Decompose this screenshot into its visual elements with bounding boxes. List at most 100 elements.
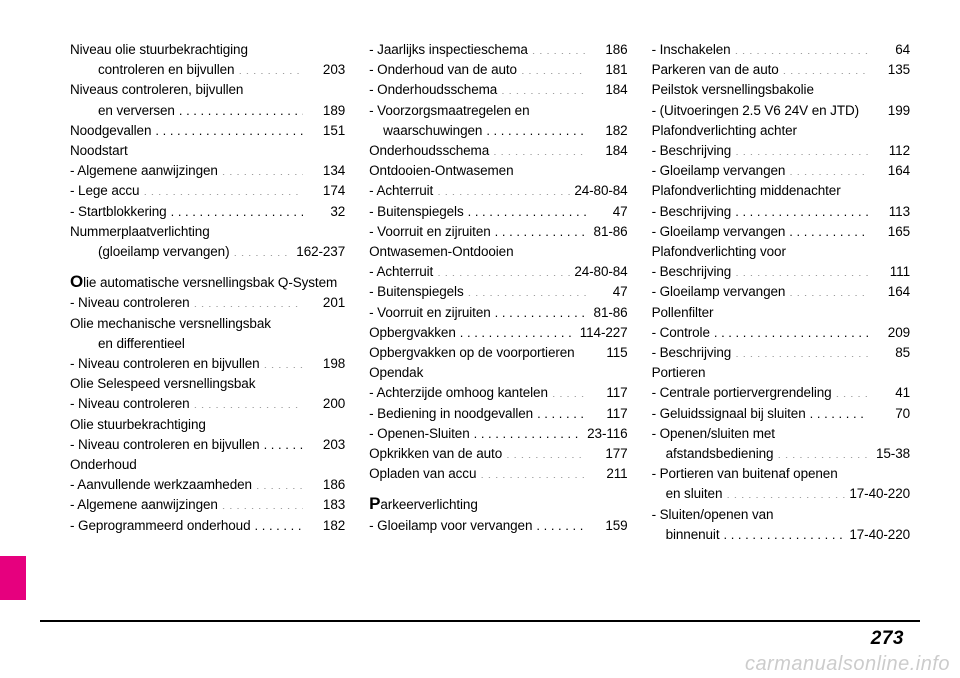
leader-dots (845, 182, 906, 196)
index-column-3: - Inschakelen64Parkeren van de auto135Pe… (652, 40, 910, 545)
index-entry-label: - Openen/sluiten met (652, 424, 775, 444)
index-entry-label: Nummerplaatverlichting (70, 222, 210, 242)
leader-dots (437, 182, 570, 196)
index-entry-label: Opbergvakken (369, 323, 456, 343)
index-entry-label: - Gloeilamp voor vervangen (369, 516, 532, 536)
index-entry-page: 174 (307, 181, 345, 201)
index-entry: Portieren (652, 363, 910, 383)
index-entry-page: 209 (872, 323, 910, 343)
index-entry-label: - Onderhoud van de auto (369, 60, 517, 80)
index-entry: - Voorruit en zijruiten81-86 (369, 303, 627, 323)
index-entry-label: - Buitenspiegels (369, 282, 463, 302)
index-entry-label: en sluiten (666, 484, 723, 504)
leader-dots (194, 395, 304, 409)
leader-dots (486, 121, 585, 135)
index-entry-page: 203 (307, 435, 345, 455)
leader-dots (222, 162, 303, 176)
leader-dots (141, 456, 341, 470)
index-entry-label: Niveaus controleren, bijvullen (70, 80, 243, 100)
index-entry-page: 41 (872, 383, 910, 403)
leader-dots (801, 121, 906, 135)
index-entry: - Lege accu 174 (70, 181, 345, 201)
index-entry-label: Opendak (369, 363, 423, 383)
index-entry-label: - Centrale portiervergrendeling (652, 383, 832, 403)
leader-dots (735, 344, 868, 358)
index-entry-page: 70 (872, 404, 910, 424)
index-entry-label: - Niveau controleren en bijvullen (70, 354, 260, 374)
index-entry: Parkeerverlichting (369, 494, 627, 515)
leader-dots (437, 263, 570, 277)
index-entry: - Inschakelen64 (652, 40, 910, 60)
index-entry-page: 81-86 (590, 303, 628, 323)
index-entry-page: 159 (590, 516, 628, 536)
leader-dots (735, 202, 868, 216)
index-entry-page: 189 (307, 101, 345, 121)
index-entry: - Beschrijving85 (652, 343, 910, 363)
index-entry-label: - Voorzorgsmaatregelen en (369, 101, 529, 121)
index-entry-label: - Startblokkering (70, 202, 167, 222)
index-entry-page: 211 (590, 464, 628, 484)
index-entry-page: 183 (307, 495, 345, 515)
index-entry-page: 186 (307, 475, 345, 495)
index-entry: - Aanvullende werkzaamheden186 (70, 475, 345, 495)
index-entry-label: - Portieren van buitenaf openen (652, 464, 838, 484)
index-entry-page: 117 (590, 383, 628, 403)
index-entry: - Portieren van buitenaf openen (652, 464, 910, 484)
index-entry: - Niveau controleren en bijvullen203 (70, 435, 345, 455)
leader-dots (863, 101, 868, 115)
index-entry: Plafondverlichting achter (652, 121, 910, 141)
index-entry: - Achterruit24-80-84 (369, 181, 627, 201)
index-entry: - Openen-Sluiten23-116 (369, 424, 627, 444)
leader-dots (495, 222, 586, 236)
leader-dots (264, 355, 304, 369)
leader-dots (275, 314, 341, 328)
leader-dots (468, 202, 586, 216)
index-entry-label: - Achterruit (369, 262, 433, 282)
index-columns: Niveau olie stuurbekrachtigingcontrolere… (0, 0, 960, 545)
index-entry: afstandsbediening15-38 (652, 444, 910, 464)
index-entry-page: 114-227 (580, 323, 628, 343)
index-entry: - Niveau controleren201 (70, 293, 345, 313)
index-entry-label: Opladen van accu (369, 464, 476, 484)
index-entry-page: 165 (872, 222, 910, 242)
index-entry: - Openen/sluiten met (652, 424, 910, 444)
index-entry: Onderhoudsschema184 (369, 141, 627, 161)
index-entry-label: - Bediening in noodgevallen (369, 404, 533, 424)
leader-dots (506, 445, 585, 459)
index-entry: - Gloeilamp vervangen164 (652, 161, 910, 181)
index-entry: - Gloeilamp vervangen164 (652, 282, 910, 302)
leader-dots (171, 202, 304, 216)
index-entry: - Sluiten/openen van (652, 505, 910, 525)
index-entry: - Centrale portiervergrendeling 41 (652, 383, 910, 403)
leader-dots (783, 61, 868, 75)
leader-dots (836, 384, 868, 398)
leader-dots (460, 323, 576, 337)
index-entry-label: Ontwasemen-Ontdooien (369, 242, 513, 262)
index-entry-label: - Jaarlijks inspectieschema (369, 40, 528, 60)
leader-dots (480, 465, 585, 479)
index-column-1: Niveau olie stuurbekrachtigingcontrolere… (70, 40, 345, 545)
index-entry-page: 164 (872, 161, 910, 181)
index-entry: Pollenfilter (652, 303, 910, 323)
index-entry-page: 17-40-220 (849, 525, 910, 545)
index-column-2: - Jaarlijks inspectieschema186- Onderhou… (369, 40, 627, 545)
index-entry: - Niveau controleren200 (70, 394, 345, 414)
index-entry-label: - Beschrijving (652, 262, 732, 282)
index-entry-label: - Lege accu (70, 181, 139, 201)
index-entry-page: 134 (307, 161, 345, 181)
index-entry (70, 262, 345, 272)
index-entry: - Niveau controleren en bijvullen198 (70, 354, 345, 374)
index-entry-label: Noodgevallen (70, 121, 151, 141)
index-entry-label: - Geprogrammeerd onderhoud (70, 516, 251, 536)
index-entry-page: 117 (590, 404, 628, 424)
index-entry-page: 85 (872, 343, 910, 363)
index-entry-page: 111 (872, 262, 910, 282)
index-entry-page: 113 (872, 202, 910, 222)
index-entry-label: Olie automatische versnellingsbak Q-Syst… (70, 272, 337, 293)
index-entry-page: 24-80-84 (574, 262, 627, 282)
leader-dots (233, 243, 292, 257)
index-entry-label: Parkeren van de auto (652, 60, 779, 80)
leader-dots (143, 182, 303, 196)
index-entry-page: 182 (590, 121, 628, 141)
index-entry-label: Noodstart (70, 141, 128, 161)
